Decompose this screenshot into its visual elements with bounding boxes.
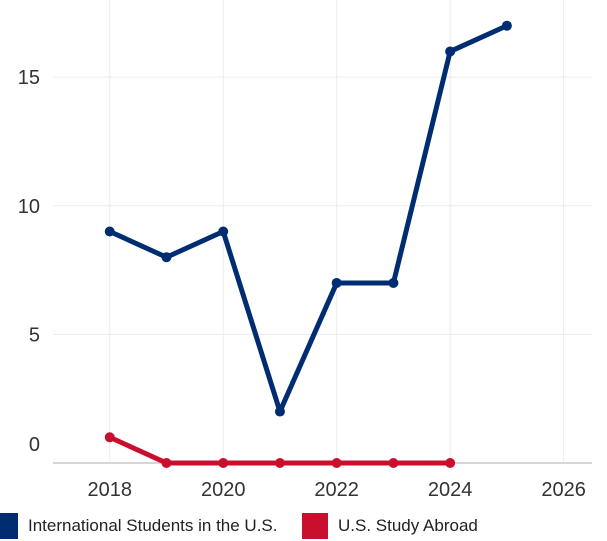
legend-swatch-us-study-abroad xyxy=(302,513,328,539)
x-tick-label: 2024 xyxy=(428,479,473,501)
line-chart: 0 5 10 15 2018 2020 2022 2024 2026 xyxy=(18,0,592,501)
grid xyxy=(53,0,592,463)
data-point[interactable] xyxy=(161,458,172,468)
x-tick-label: 2018 xyxy=(87,479,132,501)
series-line-0 xyxy=(107,23,510,415)
y-tick-label: 5 xyxy=(29,324,40,346)
data-point[interactable] xyxy=(274,406,285,417)
data-point[interactable] xyxy=(331,277,342,288)
data-point[interactable] xyxy=(104,226,115,237)
data-point[interactable] xyxy=(218,226,229,237)
x-tick-label: 2022 xyxy=(314,479,359,501)
legend: International Students in the U.S. U.S. … xyxy=(0,505,607,541)
x-tick-label: 2026 xyxy=(541,479,586,501)
y-tick-label: 15 xyxy=(18,67,40,89)
data-point[interactable] xyxy=(274,458,285,468)
y-tick-label: 10 xyxy=(18,196,40,218)
legend-swatch-international-students xyxy=(0,513,18,539)
legend-item-international-students[interactable]: International Students in the U.S. xyxy=(0,513,278,539)
legend-label-international-students: International Students in the U.S. xyxy=(28,516,278,535)
data-point[interactable] xyxy=(501,20,512,31)
data-point[interactable] xyxy=(161,252,172,263)
series xyxy=(104,20,512,468)
legend-item-us-study-abroad[interactable]: U.S. Study Abroad xyxy=(302,513,478,539)
data-point[interactable] xyxy=(445,458,456,468)
data-point[interactable] xyxy=(218,458,229,468)
data-point[interactable] xyxy=(445,46,456,57)
data-point[interactable] xyxy=(104,432,115,443)
x-tick-label: 2020 xyxy=(201,479,246,501)
legend-label-us-study-abroad: U.S. Study Abroad xyxy=(338,516,478,535)
data-point[interactable] xyxy=(388,277,399,288)
data-point[interactable] xyxy=(388,458,399,468)
tick-labels: 0 5 10 15 2018 2020 2022 2024 2026 xyxy=(18,67,586,501)
y-tick-label: 0 xyxy=(29,434,40,456)
data-point[interactable] xyxy=(331,458,342,468)
